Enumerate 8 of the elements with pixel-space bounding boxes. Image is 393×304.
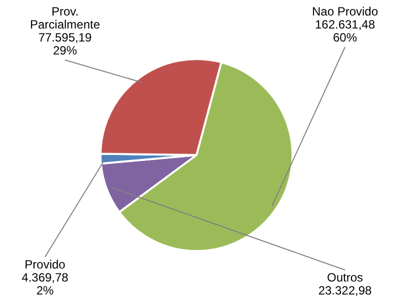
slice-label: Provido — [24, 257, 66, 272]
slice-label: Nao Provido — [312, 4, 378, 18]
slice-label: Outros — [326, 270, 364, 284]
data-label: 23.322,98 — [318, 283, 372, 298]
data-label: 77.595,19 29% — [38, 30, 92, 58]
data-label: 162.631,48 60% — [314, 17, 376, 44]
data-label: 4.369,78 2% — [22, 270, 69, 298]
slice-label: Prov. Parcialmente — [30, 4, 100, 32]
